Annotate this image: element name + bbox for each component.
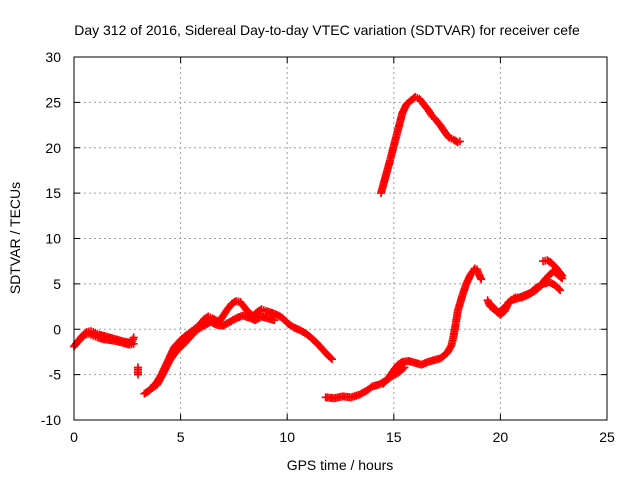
x-tick-label: 20 — [493, 429, 509, 445]
series-seg-f — [321, 363, 409, 403]
x-tick-label: 5 — [177, 429, 185, 445]
series-seg-k — [539, 256, 567, 280]
y-tick-label: 25 — [45, 94, 61, 110]
data-point — [327, 355, 336, 364]
x-tick-label: 25 — [599, 429, 615, 445]
plot-frame — [73, 56, 608, 421]
data-point — [554, 284, 563, 293]
y-tick-label: -10 — [41, 412, 61, 428]
y-tick-label: 15 — [45, 185, 61, 201]
data-points — [70, 92, 567, 403]
y-tick-label: 20 — [45, 140, 61, 156]
data-point — [477, 275, 486, 284]
series-seg-j — [485, 267, 567, 319]
x-axis-label: GPS time / hours — [287, 457, 394, 473]
data-point — [326, 353, 335, 362]
y-tick-label: -5 — [49, 367, 62, 383]
data-point — [557, 270, 566, 279]
y-tick-label: 5 — [53, 276, 61, 292]
x-tick-label: 0 — [70, 429, 78, 445]
data-point — [558, 271, 567, 280]
data-point — [133, 370, 142, 379]
series-seg-h — [377, 92, 464, 198]
data-point — [399, 364, 408, 373]
series-seg-d — [140, 297, 336, 398]
data-point — [509, 294, 518, 303]
grid — [74, 57, 607, 420]
data-point — [556, 286, 565, 295]
data-point — [129, 339, 138, 348]
data-point — [455, 137, 464, 146]
chart-title: Day 312 of 2016, Sidereal Day-to-day VTE… — [74, 22, 580, 38]
y-axis-label: SDTVAR / TECUs — [7, 182, 23, 294]
y-tick-label: 0 — [53, 321, 61, 337]
axes: 0 5 10 15 20 25 -10 -5 0 5 10 15 20 25 30 — [41, 49, 615, 445]
data-point — [270, 316, 279, 325]
series-seg-g — [379, 264, 486, 388]
series-seg-e — [146, 311, 279, 394]
x-tick-label: 15 — [386, 429, 402, 445]
series-seg-c — [133, 363, 142, 379]
series-seg-b — [72, 329, 138, 349]
y-tick-label: 30 — [45, 49, 61, 65]
y-tick-label: 10 — [45, 231, 61, 247]
x-tick-label: 10 — [279, 429, 295, 445]
